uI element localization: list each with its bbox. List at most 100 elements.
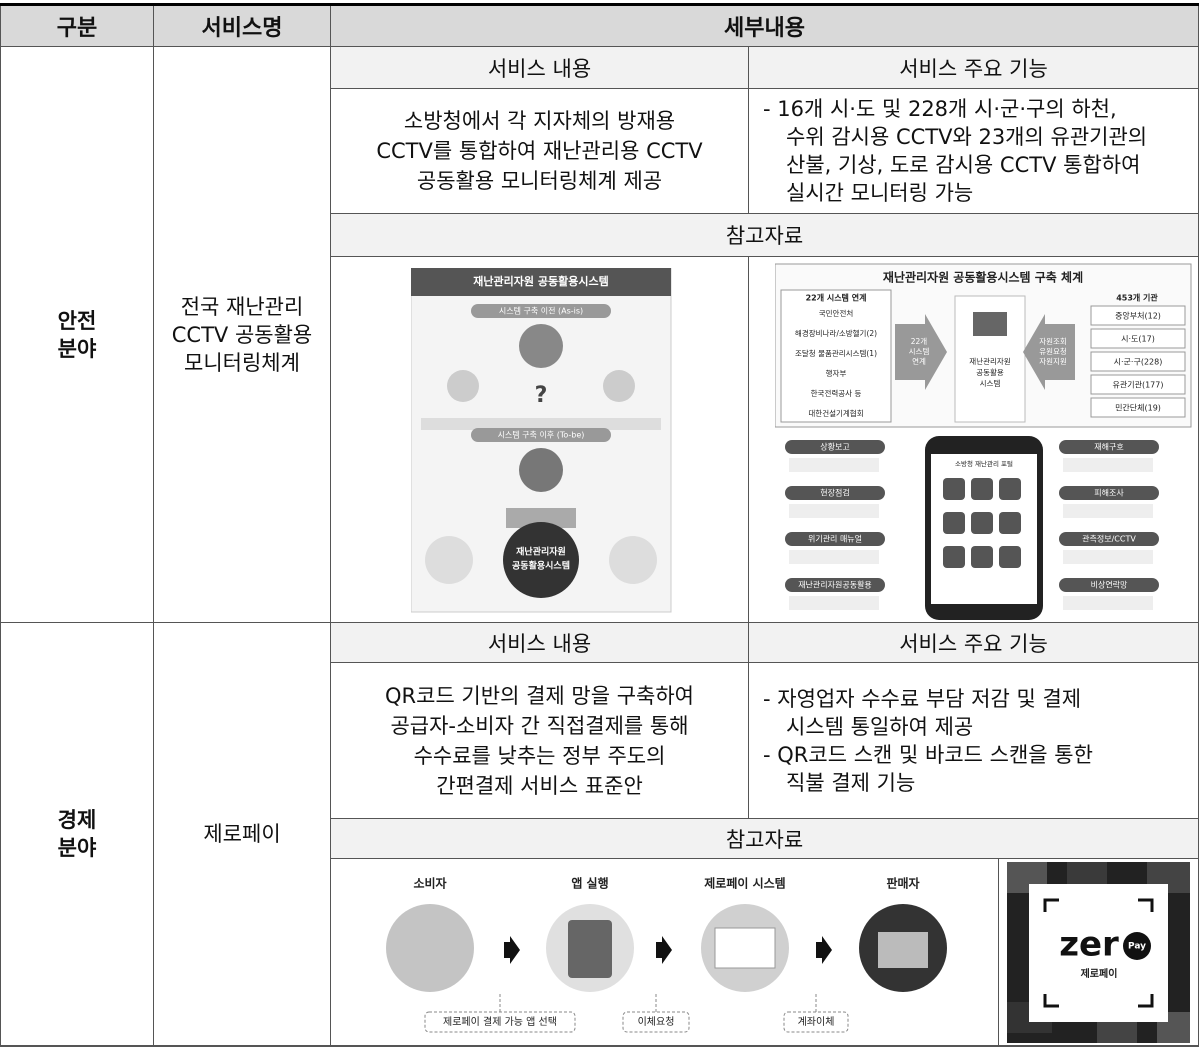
image-text: 22개 시스템 연계	[806, 293, 867, 303]
image-text: 한국전력공사 등	[811, 388, 862, 398]
shape	[1063, 550, 1153, 564]
shape	[447, 370, 479, 402]
shape	[1059, 578, 1159, 592]
content-text: QR코드 기반의 결제 망을 구축하여	[385, 683, 694, 708]
arrow	[504, 936, 520, 964]
arrow	[816, 936, 832, 964]
sub-header: 서비스 주요 기능	[748, 46, 1199, 89]
shape	[780, 289, 892, 423]
shape	[421, 418, 661, 430]
image-text: 시스템	[980, 378, 1001, 388]
shape	[1043, 898, 1154, 1008]
header-text: 세부내용	[724, 15, 805, 41]
shape	[609, 536, 657, 584]
function-text: 수위 감시용 CCTV와 23개의 유관기관의	[786, 125, 1148, 149]
function-text: 실시간 모니터링 가능	[786, 181, 974, 205]
service-text: 모니터링체계	[184, 350, 300, 375]
image-text: 재난관리자원 공동활용시스템	[473, 274, 608, 288]
category-cell: 경제 분야	[0, 622, 154, 1046]
shape	[785, 578, 885, 592]
shape	[506, 508, 576, 528]
image-text: 피해조사	[1094, 488, 1124, 498]
image-text: 재난관리자원	[969, 356, 1010, 366]
shape	[425, 536, 473, 584]
shape	[568, 920, 612, 978]
image-text: 공동활용	[976, 367, 1004, 377]
function-text: 산불, 기상, 도로 감시용 CCTV 통합하여	[786, 153, 1141, 177]
shape	[386, 904, 474, 992]
shape	[1063, 458, 1153, 472]
sub-header-text: 참고자료	[725, 224, 804, 248]
shape	[1123, 932, 1151, 960]
service-cell: 전국 재난관리 CCTV 공동활용 모니터링체계	[153, 46, 331, 623]
image-text: ?	[535, 383, 548, 408]
image-text: zer	[1059, 925, 1119, 965]
image-text: 공동활용시스템	[512, 560, 570, 572]
sub-header: 서비스 주요 기능	[748, 622, 1199, 663]
shape	[1063, 596, 1153, 610]
sub-header-text: 서비스 주요 기능	[899, 631, 1048, 656]
shape	[1090, 374, 1186, 395]
shape	[999, 512, 1021, 534]
service-cell: 제로페이	[153, 622, 331, 1046]
image-text: 연계	[912, 356, 926, 366]
shape	[1090, 397, 1186, 418]
header-text: 서비스명	[201, 15, 283, 41]
function-text: - 16개 시·도 및 228개 시·군·구의 하천,	[763, 97, 1117, 121]
shape	[1063, 504, 1153, 518]
content-text: 공급자-소비자 간 직접결제를 통해	[390, 713, 689, 738]
category-text: 안전	[57, 308, 97, 333]
function-text: - QR코드 스캔 및 바코드 스캔을 통한	[763, 742, 1093, 767]
shape	[789, 504, 879, 518]
arrow	[656, 936, 672, 964]
shape	[1059, 440, 1159, 454]
shape	[789, 458, 879, 472]
category-text: 분야	[57, 836, 97, 860]
sub-header-text: 서비스 내용	[487, 56, 592, 81]
image-text: 제로페이 결제 가능 앱 선택	[443, 1016, 557, 1028]
image-text: 유원요청	[1039, 347, 1067, 356]
shape	[785, 440, 885, 454]
image-text: 이체요청	[638, 1016, 675, 1028]
category-text: 분야	[57, 336, 97, 361]
image-text: 조달청 물품관리시스템(1)	[795, 348, 877, 358]
image-text: 해경장비나라/소방헬기(2)	[795, 328, 877, 338]
service-text: CCTV 공동활용	[171, 322, 313, 347]
content-text: 수수료를 낮추는 정부 주도의	[413, 743, 666, 768]
shape	[1059, 486, 1159, 500]
image-text: 판매자	[886, 876, 919, 891]
functions-cell: - 16개 시·도 및 228개 시·군·구의 하천, 수위 감시용 CCTV와 …	[748, 88, 1199, 214]
image-text: 국민안전처	[819, 308, 854, 318]
shape	[943, 512, 965, 534]
shape	[943, 478, 965, 500]
image-text: 제로페이	[1081, 967, 1118, 980]
image-text: 현장점검	[820, 488, 849, 498]
shape	[1090, 305, 1186, 326]
top-rule	[0, 3, 1199, 6]
header-cell: 세부내용	[330, 4, 1199, 47]
image-text: 재난관리자원공동활용	[798, 580, 872, 590]
image-text: 시스템	[909, 346, 930, 356]
image-text: 22개	[911, 336, 928, 346]
image-text: 관측정보/CCTV	[1082, 534, 1136, 544]
service-text: 제로페이	[203, 822, 281, 846]
functions-cell: - 자영업자 수수료 부담 저감 및 결제 시스템 통일하여 제공 - QR코드 스…	[748, 662, 1199, 819]
shape	[943, 546, 965, 568]
image-text: Pay	[1128, 942, 1146, 952]
shape	[411, 268, 671, 296]
sub-header-text: 참고자료	[725, 827, 804, 852]
shape	[471, 304, 611, 318]
shape	[789, 596, 879, 610]
shape	[785, 486, 885, 500]
shape	[603, 370, 635, 402]
image-text: 453개 기관	[1116, 293, 1158, 303]
image-text: 시·군·구(228)	[1114, 358, 1163, 367]
content-text: CCTV를 통합하여 재난관리용 CCTV	[376, 139, 703, 163]
image-text: 소비자	[413, 876, 446, 891]
